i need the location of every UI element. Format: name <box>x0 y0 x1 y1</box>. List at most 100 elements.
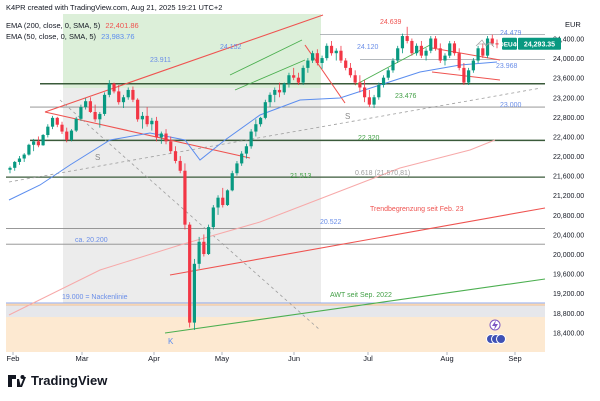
candle-up[interactable] <box>197 241 201 264</box>
candle-up[interactable] <box>69 130 74 140</box>
candle-down[interactable] <box>315 53 319 63</box>
candle-up[interactable] <box>17 158 22 162</box>
candle-up[interactable] <box>84 101 88 108</box>
candle-down[interactable] <box>438 48 442 61</box>
ema50-legend[interactable]: EMA (50, close, 0, SMA, 5) 23,983.76 <box>6 32 135 41</box>
candle-down[interactable] <box>419 45 423 56</box>
candle-up[interactable] <box>372 97 376 105</box>
event-marker-icon[interactable] <box>496 334 506 344</box>
candle-down[interactable] <box>367 97 371 105</box>
candle-down[interactable] <box>173 151 178 161</box>
candle-down[interactable] <box>221 197 225 206</box>
candle-up[interactable] <box>79 107 83 119</box>
candle-up[interactable] <box>320 58 324 63</box>
candle-down[interactable] <box>363 87 367 98</box>
candle-up[interactable] <box>386 70 390 78</box>
candle-up[interactable] <box>263 102 267 118</box>
candle-up[interactable] <box>476 48 480 61</box>
candle-up[interactable] <box>107 83 111 95</box>
candle-down[interactable] <box>88 101 92 112</box>
candle-up[interactable] <box>424 50 428 56</box>
candle-up[interactable] <box>225 190 230 206</box>
candle-up[interactable] <box>301 67 305 83</box>
candle-down[interactable] <box>136 99 140 120</box>
candle-down[interactable] <box>358 82 362 88</box>
candle-down[interactable] <box>353 75 357 83</box>
candle-up[interactable] <box>74 118 78 131</box>
candle-up[interactable] <box>50 117 55 127</box>
candle-up[interactable] <box>46 126 50 135</box>
candle-up[interactable] <box>415 45 419 54</box>
candle-down[interactable] <box>164 133 168 142</box>
candle-down[interactable] <box>405 36 409 41</box>
candle-up[interactable] <box>192 263 196 323</box>
candle-down[interactable] <box>462 67 466 83</box>
candle-down[interactable] <box>495 43 499 45</box>
candle-up[interactable] <box>485 38 490 56</box>
candle-up[interactable] <box>377 85 381 98</box>
candle-up[interactable] <box>41 134 45 146</box>
candle-down[interactable] <box>154 120 159 138</box>
candle-up[interactable] <box>32 141 36 145</box>
candle-up[interactable] <box>27 144 31 155</box>
candle-up[interactable] <box>216 197 220 208</box>
current-price-tag[interactable] <box>518 37 561 50</box>
candle-up[interactable] <box>400 36 405 49</box>
candle-up[interactable] <box>159 133 163 138</box>
candle-down[interactable] <box>329 45 334 54</box>
candle-up[interactable] <box>287 75 291 84</box>
candle-up[interactable] <box>150 120 154 125</box>
candle-down[interactable] <box>410 40 414 54</box>
candle-down[interactable] <box>348 67 353 76</box>
candle-up[interactable] <box>249 131 253 147</box>
candle-up[interactable] <box>467 70 471 83</box>
candle-up[interactable] <box>22 154 26 159</box>
candle-up[interactable] <box>471 60 475 71</box>
candle-down[interactable] <box>339 50 343 61</box>
candle-up[interactable] <box>235 163 239 174</box>
candle-up[interactable] <box>211 207 215 228</box>
symbol-name-tag[interactable] <box>502 37 517 50</box>
candle-up[interactable] <box>268 94 272 103</box>
candle-down[interactable] <box>117 91 121 103</box>
candle-down[interactable] <box>112 83 116 92</box>
ema200-legend[interactable]: EMA (200, close, 0, SMA, 5) 22,401.86 <box>6 21 139 30</box>
candle-down[interactable] <box>178 160 182 171</box>
candle-up[interactable] <box>443 55 447 61</box>
candle-down[interactable] <box>145 115 149 125</box>
candle-down[interactable] <box>202 241 206 255</box>
candle-down[interactable] <box>188 224 192 323</box>
candle-up[interactable] <box>13 161 17 168</box>
candle-up[interactable] <box>391 60 395 71</box>
candle-up[interactable] <box>8 167 12 170</box>
candle-up[interactable] <box>230 173 234 191</box>
candle-down[interactable] <box>433 38 438 49</box>
candle-up[interactable] <box>140 115 144 120</box>
candle-up[interactable] <box>448 43 452 56</box>
candle-up[interactable] <box>121 97 126 103</box>
candle-down[interactable] <box>490 38 494 44</box>
candle-up[interactable] <box>206 227 211 255</box>
candle-up[interactable] <box>429 38 433 51</box>
candle-down[interactable] <box>169 141 173 152</box>
candle-up[interactable] <box>273 89 277 95</box>
candle-down[interactable] <box>131 89 135 100</box>
candle-up[interactable] <box>334 50 338 54</box>
candle-down[interactable] <box>457 53 461 68</box>
candle-down[interactable] <box>344 60 348 68</box>
candle-down[interactable] <box>55 117 59 125</box>
candle-down[interactable] <box>481 48 485 56</box>
candle-down[interactable] <box>452 43 457 54</box>
candle-up[interactable] <box>258 117 263 125</box>
candle-down[interactable] <box>65 131 69 140</box>
candle-down[interactable] <box>277 89 282 93</box>
candle-up[interactable] <box>102 94 107 114</box>
tradingview-logo[interactable]: TradingView <box>8 373 107 388</box>
candle-up[interactable] <box>381 77 386 86</box>
candle-up[interactable] <box>240 153 244 164</box>
candle-down[interactable] <box>183 170 187 225</box>
candle-up[interactable] <box>306 60 310 68</box>
candle-up[interactable] <box>98 113 102 120</box>
candle-down[interactable] <box>93 111 97 120</box>
